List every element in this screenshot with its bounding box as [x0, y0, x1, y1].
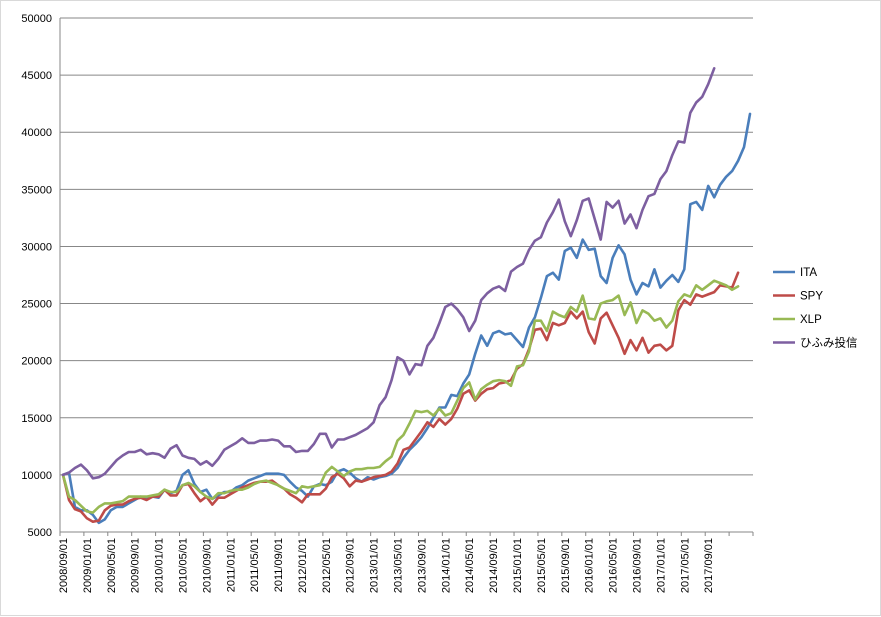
x-tick-label: 2015/05/01 — [536, 538, 548, 593]
series-line-3 — [61, 67, 716, 480]
legend: ITA SPY XLP ひふみ投信 — [773, 267, 858, 350]
x-tick-label: 2010/05/01 — [177, 538, 189, 593]
x-tick-label: 2013/01/01 — [369, 538, 381, 593]
y-tick-label: 50000 — [21, 13, 52, 25]
x-tick-label: 2011/01/01 — [225, 538, 237, 592]
x-tick-label: 2016/09/01 — [632, 538, 644, 593]
y-tick-label: 15000 — [21, 413, 52, 425]
x-tick-label: 2017/09/01 — [703, 538, 715, 593]
legend-label: ITA — [800, 267, 817, 279]
legend-label: ひふみ投信 — [800, 336, 858, 350]
x-tick-label: 2017/01/01 — [655, 538, 667, 593]
series-lines — [61, 67, 752, 525]
x-tick-label: 2013/09/01 — [416, 538, 428, 593]
y-axis-tick-labels: 5000 10000 15000 20000 25000 30000 35000 40000 4… — [21, 13, 52, 539]
legend-label: SPY — [800, 291, 823, 303]
x-tick-label: 2014/05/01 — [464, 538, 476, 593]
gridlines — [60, 17, 753, 533]
x-tick-label: 2008/09/01 — [58, 538, 70, 593]
x-tick-label: 2012/09/01 — [345, 538, 357, 593]
x-tick-label: 2015/09/01 — [560, 538, 572, 593]
x-tick-label: 2010/09/01 — [201, 538, 213, 593]
y-tick-label: 40000 — [21, 127, 52, 139]
x-tick-label: 2012/05/01 — [321, 538, 333, 593]
x-tick-label: 2016/01/01 — [584, 538, 596, 593]
x-tick-label: 2015/01/01 — [512, 538, 524, 593]
x-tick-label: 2011/05/01 — [249, 538, 261, 592]
x-tick-label: 2017/05/01 — [679, 538, 691, 593]
x-axis — [59, 18, 754, 536]
legend-label: XLP — [800, 314, 822, 326]
y-tick-label: 30000 — [21, 241, 52, 253]
y-tick-label: 45000 — [21, 70, 52, 82]
y-tick-label: 10000 — [21, 470, 52, 482]
x-tick-label: 2014/09/01 — [488, 538, 500, 593]
series-line-0 — [61, 112, 752, 525]
x-tick-label: 2009/01/01 — [82, 538, 94, 593]
x-tick-label: 2009/05/01 — [106, 538, 118, 593]
y-tick-label: 5000 — [28, 527, 52, 539]
x-tick-label: 2016/05/01 — [608, 538, 620, 593]
y-tick-label: 25000 — [21, 299, 52, 311]
x-axis-tick-labels: 2008/09/01 2009/01/01 2009/05/01 2009/09/01… — [58, 538, 715, 593]
y-tick-label: 35000 — [21, 184, 52, 196]
x-tick-label: 2013/05/01 — [393, 538, 405, 593]
x-tick-label: 2010/01/01 — [154, 538, 166, 593]
y-tick-label: 20000 — [21, 356, 52, 368]
x-tick-label: 2009/09/01 — [130, 538, 142, 593]
x-tick-label: 2012/01/01 — [297, 538, 309, 593]
x-tick-label: 2011/09/01 — [273, 538, 285, 592]
x-tick-label: 2014/01/01 — [440, 538, 452, 593]
series-line-2 — [61, 279, 740, 514]
series-line-1 — [61, 271, 740, 524]
